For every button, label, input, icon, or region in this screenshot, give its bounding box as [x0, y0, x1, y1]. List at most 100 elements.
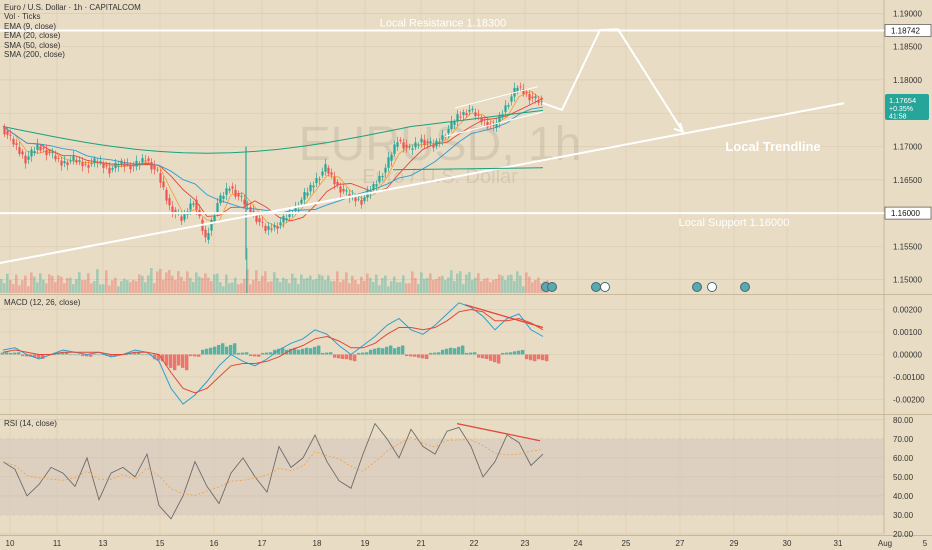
candle-body: [75, 159, 78, 163]
macd-histogram-bar: [233, 343, 237, 355]
volume-bar: [261, 275, 264, 293]
macd-histogram-bar: [533, 354, 537, 362]
volume-bar: [291, 273, 294, 293]
candle-body: [96, 162, 99, 163]
candle-body: [303, 192, 306, 200]
volume-bar: [525, 272, 528, 293]
volume-bar: [129, 282, 132, 293]
candle-body: [399, 139, 402, 142]
candle-body: [168, 198, 171, 206]
macd-histogram-bar: [53, 354, 57, 356]
candle-body: [279, 222, 282, 226]
macd-histogram-bar: [389, 345, 393, 355]
macd-histogram-bar: [97, 354, 101, 356]
volume-bar: [21, 280, 24, 293]
legend-ema20[interactable]: EMA (20, close): [4, 31, 61, 41]
macd-legend[interactable]: MACD (12, 26, close): [4, 298, 80, 307]
candle-body: [534, 96, 537, 99]
volume-bar: [441, 275, 444, 293]
macd-histogram-bar: [177, 354, 181, 366]
macd-histogram-bar: [213, 346, 217, 355]
last-price-change: +0.35%: [889, 106, 913, 113]
volume-bar: [396, 282, 399, 293]
macd-histogram-bar: [25, 354, 29, 357]
legend-ema9[interactable]: EMA (9, close): [4, 21, 57, 31]
support-label: Local Support 1.16000: [679, 217, 790, 229]
volume-bar: [237, 284, 240, 293]
volume-bar: [282, 277, 285, 293]
candle-body: [162, 181, 165, 188]
candle-body: [483, 119, 486, 121]
event-marker: [591, 282, 601, 292]
event-marker: [547, 282, 557, 292]
candle-body: [183, 212, 186, 220]
volume-bar: [93, 281, 96, 293]
volume-bar: [327, 275, 330, 293]
candle-body: [432, 144, 435, 148]
volume-bar: [180, 276, 183, 293]
legend-sma200[interactable]: SMA (200, close): [4, 50, 65, 60]
volume-bar: [285, 279, 288, 293]
volume-bar: [369, 277, 372, 293]
candle-body: [408, 146, 411, 148]
macd-histogram-bar: [469, 352, 473, 355]
event-marker: [707, 282, 717, 292]
candle-body: [27, 156, 30, 160]
macd-histogram-bar: [409, 354, 413, 357]
legend-symbol[interactable]: Euro / U.S. Dollar · 1h · CAPITALCOM: [4, 3, 141, 12]
candle-body: [447, 129, 450, 134]
volume-bar: [234, 277, 237, 293]
event-marker: [692, 282, 702, 292]
ema9-line: [2, 91, 544, 228]
volume-bar: [156, 271, 159, 293]
macd-histogram-bar: [405, 354, 409, 357]
macd-histogram-bar: [501, 352, 505, 355]
macd-histogram-bar: [57, 352, 61, 355]
volume-spike: [246, 248, 248, 293]
candle-body: [174, 209, 177, 214]
candle-body: [330, 172, 333, 175]
macd-histogram-bar: [333, 354, 337, 358]
candle-body: [438, 142, 441, 144]
candle-body: [63, 161, 66, 164]
volume-bar: [159, 269, 162, 293]
macd-histogram-bar: [1, 352, 5, 355]
candle-body: [339, 186, 342, 193]
volume-bar: [312, 279, 315, 293]
macd-histogram-bar: [545, 354, 549, 362]
legend-sma50[interactable]: SMA (50, close): [4, 40, 61, 50]
macd-histogram-bar: [157, 354, 161, 361]
volume-bar: [426, 278, 429, 293]
candle-body: [102, 163, 105, 168]
last-price-value: 1.17654: [889, 96, 916, 105]
candle-body: [72, 156, 75, 161]
volume-bar: [270, 281, 273, 293]
volume-bar: [504, 280, 507, 293]
time-tick-label: 31: [834, 539, 843, 548]
volume-bar: [348, 283, 351, 293]
volume-bar: [501, 275, 504, 293]
volume-bar: [438, 276, 441, 293]
time-tick-label: 5: [923, 539, 928, 548]
rsi-legend[interactable]: RSI (14, close): [4, 419, 57, 428]
candle-body: [504, 105, 507, 112]
macd-histogram-bar: [153, 354, 157, 360]
volume-bar: [78, 272, 81, 293]
volume-bar: [87, 273, 90, 293]
rsi-tick-label: 30.00: [893, 511, 914, 520]
macd-histogram-bar: [209, 347, 213, 355]
candle-body: [402, 142, 405, 149]
volume-bar: [207, 277, 210, 293]
legend-volume[interactable]: Vol · Ticks: [4, 12, 41, 22]
volume-bar: [192, 282, 195, 293]
volume-bar: [468, 272, 471, 293]
candle-body: [30, 149, 33, 157]
candle-body: [111, 168, 114, 170]
candle-body: [381, 176, 384, 178]
level-tag: [884, 24, 932, 37]
candle-body: [258, 218, 261, 223]
candle-body: [3, 126, 6, 135]
macd-histogram-bar: [453, 348, 457, 355]
candle-body: [159, 173, 162, 183]
